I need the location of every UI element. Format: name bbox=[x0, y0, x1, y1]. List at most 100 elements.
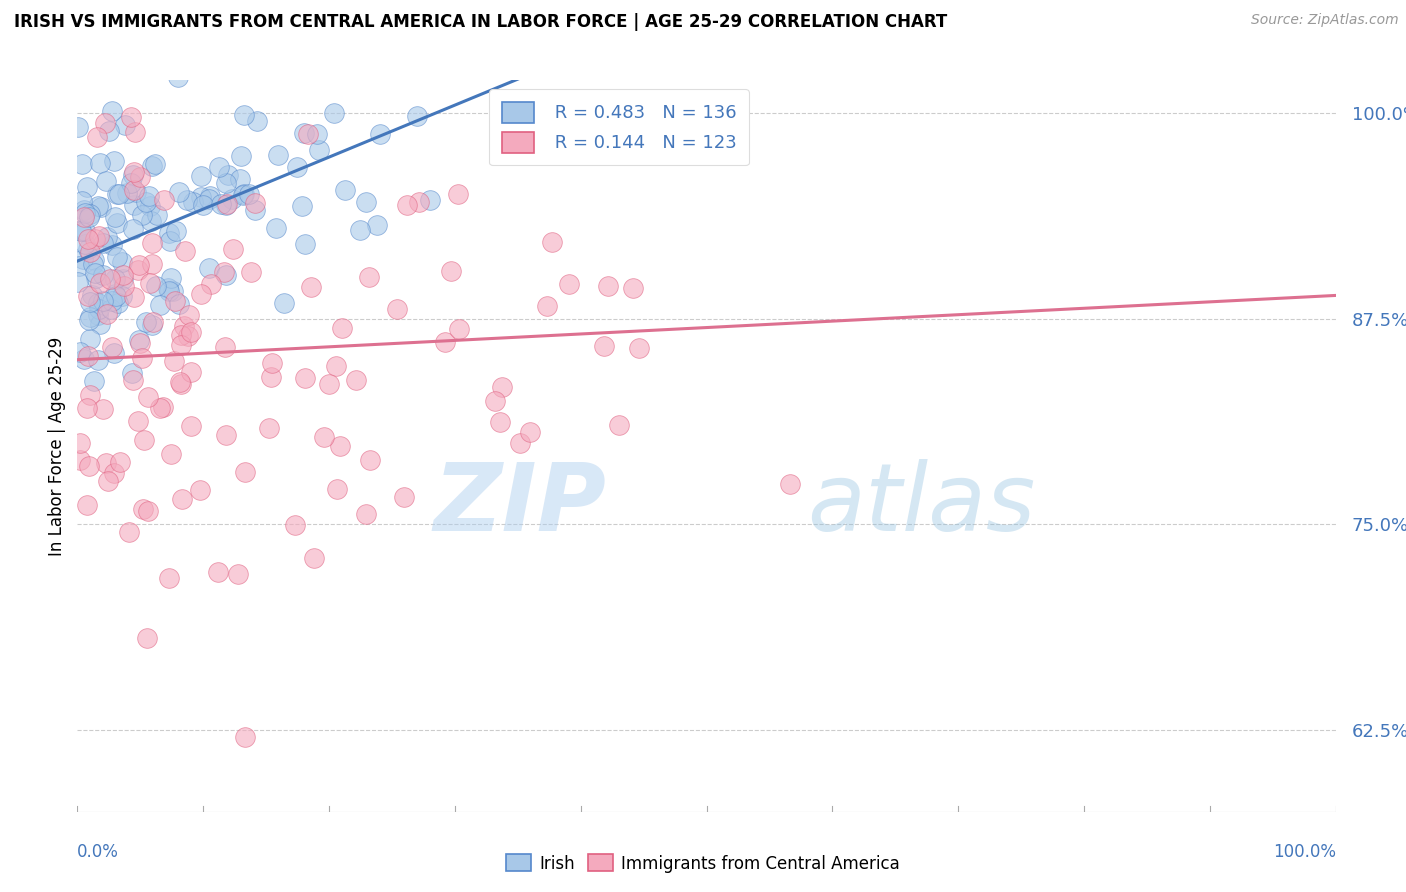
Point bbox=[76, 401, 98, 416]
Point bbox=[173, 319, 195, 334]
Point bbox=[207, 565, 229, 579]
Point bbox=[214, 340, 236, 354]
Point bbox=[111, 268, 134, 283]
Point bbox=[408, 194, 430, 209]
Point bbox=[607, 418, 630, 433]
Point bbox=[127, 414, 149, 428]
Point bbox=[67, 260, 90, 274]
Point bbox=[323, 106, 346, 120]
Point bbox=[146, 208, 169, 222]
Point bbox=[131, 351, 153, 366]
Point bbox=[90, 200, 112, 214]
Point bbox=[208, 160, 231, 174]
Point bbox=[135, 194, 157, 209]
Point bbox=[174, 244, 197, 259]
Point bbox=[354, 507, 377, 521]
Point bbox=[136, 504, 159, 518]
Point bbox=[84, 271, 107, 285]
Point bbox=[141, 318, 163, 332]
Point bbox=[72, 252, 94, 266]
Point bbox=[104, 271, 127, 285]
Point bbox=[138, 189, 160, 203]
Point bbox=[122, 290, 145, 304]
Point bbox=[77, 288, 100, 302]
Point bbox=[89, 301, 111, 316]
Point bbox=[264, 221, 287, 235]
Point bbox=[447, 187, 470, 202]
Point bbox=[77, 232, 100, 246]
Point bbox=[180, 325, 202, 339]
Point bbox=[118, 524, 141, 539]
Point bbox=[217, 168, 239, 182]
Point bbox=[101, 341, 124, 355]
Point bbox=[105, 216, 128, 230]
Point bbox=[122, 183, 145, 197]
Point bbox=[172, 492, 194, 507]
Point bbox=[100, 293, 122, 308]
Point bbox=[69, 224, 91, 238]
Legend: Irish, Immigrants from Central America: Irish, Immigrants from Central America bbox=[499, 847, 907, 880]
Point bbox=[77, 459, 100, 474]
Point bbox=[370, 127, 392, 141]
Text: atlas: atlas bbox=[807, 459, 1035, 550]
Point bbox=[269, 20, 291, 34]
Point bbox=[596, 279, 619, 293]
Point bbox=[160, 271, 183, 285]
Point bbox=[188, 483, 211, 497]
Point bbox=[136, 390, 159, 404]
Point bbox=[89, 156, 111, 170]
Point bbox=[215, 177, 238, 191]
Point bbox=[779, 476, 801, 491]
Point bbox=[70, 194, 93, 209]
Point bbox=[214, 265, 236, 279]
Point bbox=[330, 320, 353, 334]
Point bbox=[76, 349, 98, 363]
Point bbox=[79, 207, 101, 221]
Point bbox=[162, 284, 184, 298]
Point bbox=[489, 415, 512, 429]
Point bbox=[198, 189, 221, 203]
Point bbox=[105, 250, 128, 264]
Point bbox=[357, 269, 380, 284]
Point bbox=[318, 376, 340, 391]
Point bbox=[183, 195, 205, 210]
Point bbox=[128, 333, 150, 347]
Text: Source: ZipAtlas.com: Source: ZipAtlas.com bbox=[1251, 13, 1399, 28]
Point bbox=[349, 222, 371, 236]
Point bbox=[292, 126, 315, 140]
Point bbox=[149, 401, 172, 416]
Point bbox=[294, 370, 316, 384]
Point bbox=[419, 194, 441, 208]
Point bbox=[177, 328, 200, 343]
Point bbox=[100, 301, 122, 316]
Point bbox=[104, 286, 127, 301]
Point bbox=[122, 222, 145, 236]
Point bbox=[94, 456, 117, 470]
Point bbox=[232, 186, 254, 201]
Point bbox=[111, 254, 134, 268]
Point bbox=[152, 193, 174, 207]
Point bbox=[628, 341, 651, 355]
Point bbox=[434, 334, 457, 349]
Point bbox=[312, 430, 335, 444]
Point bbox=[122, 168, 145, 182]
Point bbox=[139, 199, 162, 213]
Point bbox=[447, 322, 470, 336]
Point bbox=[79, 310, 101, 324]
Point bbox=[79, 332, 101, 346]
Point bbox=[143, 157, 166, 171]
Point bbox=[87, 228, 110, 243]
Point bbox=[502, 32, 524, 46]
Point bbox=[75, 224, 97, 238]
Legend:  R = 0.483   N = 136,  R = 0.144   N = 123: R = 0.483 N = 136, R = 0.144 N = 123 bbox=[489, 89, 749, 165]
Point bbox=[69, 453, 91, 467]
Point bbox=[79, 388, 101, 402]
Point bbox=[333, 183, 356, 197]
Point bbox=[115, 186, 138, 200]
Point bbox=[69, 345, 91, 359]
Point bbox=[387, 302, 409, 317]
Point bbox=[229, 171, 252, 186]
Point bbox=[509, 436, 531, 450]
Point bbox=[157, 227, 180, 241]
Point bbox=[69, 435, 91, 450]
